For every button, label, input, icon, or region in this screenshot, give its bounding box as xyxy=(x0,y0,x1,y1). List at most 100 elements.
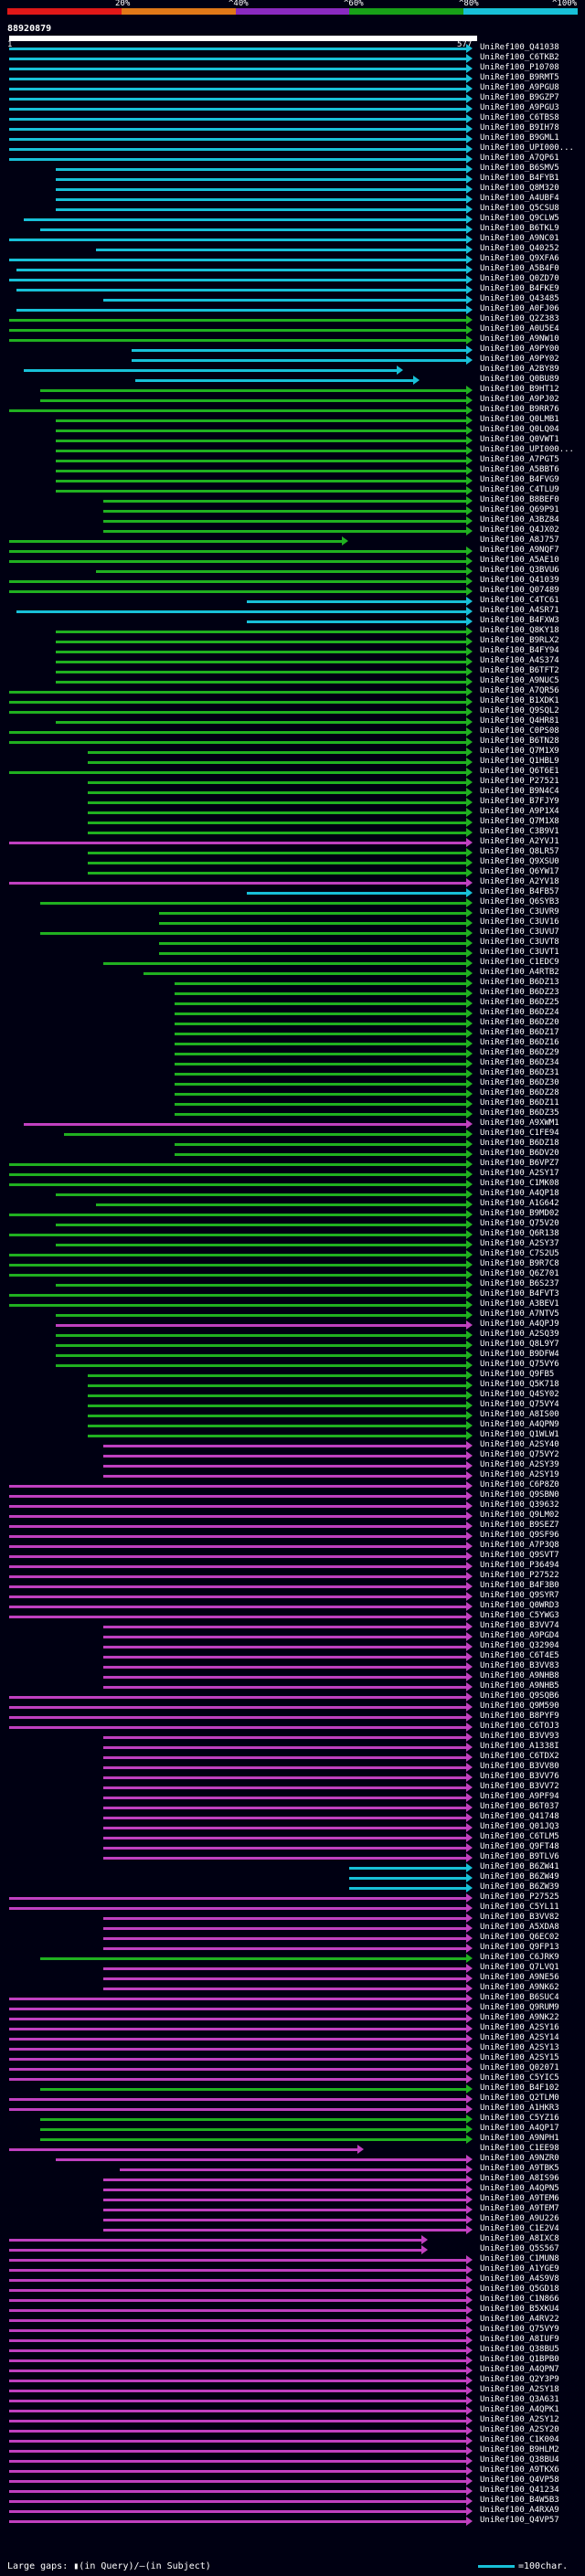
hit-label[interactable]: UniRef100_Q0ZD70 xyxy=(480,274,559,283)
hit-label[interactable]: UniRef100_Q2Z383 xyxy=(480,314,559,323)
hit-row[interactable]: UniRef100_Q9SF96 xyxy=(0,1531,585,1542)
hit-label[interactable]: UniRef100_Q41748 xyxy=(480,1812,559,1821)
hit-label[interactable]: UniRef100_P10708 xyxy=(480,63,559,72)
hit-row[interactable]: UniRef100_A1YGE9 xyxy=(0,2264,585,2275)
hit-label[interactable]: UniRef100_Q0VWT1 xyxy=(480,435,559,444)
hit-row[interactable]: UniRef100_A9NK22 xyxy=(0,2013,585,2024)
hit-row[interactable]: UniRef100_A7NTV5 xyxy=(0,1309,585,1320)
hit-row[interactable]: UniRef100_B4FYB1 xyxy=(0,174,585,185)
hit-row[interactable]: UniRef100_C4TLU9 xyxy=(0,485,585,496)
hit-row[interactable]: UniRef100_B6ZW39 xyxy=(0,1882,585,1893)
hit-row[interactable]: UniRef100_C3UVT8 xyxy=(0,938,585,949)
hit-label[interactable]: UniRef100_C3B9V1 xyxy=(480,827,559,836)
hit-row[interactable]: UniRef100_Q2Z383 xyxy=(0,314,585,325)
hit-row[interactable]: UniRef100_C1N866 xyxy=(0,2295,585,2306)
hit-label[interactable]: UniRef100_Q5CSU8 xyxy=(480,204,559,213)
hit-row[interactable]: UniRef100_A9NUC5 xyxy=(0,676,585,687)
hit-row[interactable]: UniRef100_A7P3Q8 xyxy=(0,1541,585,1552)
hit-row[interactable]: UniRef100_Q0ZD70 xyxy=(0,274,585,285)
hit-label[interactable]: UniRef100_Q2TLM0 xyxy=(480,2094,559,2103)
hit-label[interactable]: UniRef100_A9NC01 xyxy=(480,234,559,243)
hit-label[interactable]: UniRef100_Q40252 xyxy=(480,244,559,253)
hit-row[interactable]: UniRef100_B3VV72 xyxy=(0,1782,585,1793)
hit-label[interactable]: UniRef100_Q0LQ04 xyxy=(480,425,559,434)
hit-label[interactable]: UniRef100_A2SY20 xyxy=(480,2425,559,2434)
hit-row[interactable]: UniRef100_C3UVT1 xyxy=(0,948,585,959)
hit-row[interactable]: UniRef100_B6DV20 xyxy=(0,1149,585,1160)
hit-label[interactable]: UniRef100_B9DFW4 xyxy=(480,1350,559,1359)
hit-row[interactable]: UniRef100_B4FB57 xyxy=(0,887,585,898)
hit-label[interactable]: UniRef100_A9NUC5 xyxy=(480,676,559,685)
hit-label[interactable]: UniRef100_B6DZ30 xyxy=(480,1078,559,1087)
hit-label[interactable]: UniRef100_A2SY16 xyxy=(480,2023,559,2032)
hit-row[interactable]: UniRef100_B6SMV5 xyxy=(0,164,585,175)
hit-row[interactable]: UniRef100_A9PY00 xyxy=(0,345,585,355)
hit-label[interactable]: UniRef100_B4F3B0 xyxy=(480,1581,559,1590)
hit-label[interactable]: UniRef100_B8PYF9 xyxy=(480,1712,559,1721)
hit-row[interactable]: UniRef100_Q38BU4 xyxy=(0,2455,585,2466)
hit-row[interactable]: UniRef100_B6DZ16 xyxy=(0,1038,585,1049)
hit-row[interactable]: UniRef100_C1EE98 xyxy=(0,2144,585,2155)
hit-label[interactable]: UniRef100_Q0LMB1 xyxy=(480,415,559,424)
hit-row[interactable]: UniRef100_B4FXW3 xyxy=(0,616,585,627)
hit-row[interactable]: UniRef100_Q4HR81 xyxy=(0,716,585,727)
hit-row[interactable]: UniRef100_Q1WLW1 xyxy=(0,1430,585,1441)
hit-row[interactable]: UniRef100_Q9M590 xyxy=(0,1701,585,1712)
hit-label[interactable]: UniRef100_Q9M590 xyxy=(480,1701,559,1711)
hit-row[interactable]: UniRef100_Q4VP57 xyxy=(0,2516,585,2527)
hit-row[interactable]: UniRef100_C3UVU7 xyxy=(0,928,585,938)
hit-row[interactable]: UniRef100_B3VV93 xyxy=(0,1732,585,1743)
hit-row[interactable]: UniRef100_B9IH78 xyxy=(0,123,585,134)
hit-row[interactable]: UniRef100_B4FY94 xyxy=(0,646,585,657)
hit-row[interactable]: UniRef100_Q69P91 xyxy=(0,505,585,516)
hit-row[interactable]: UniRef100_A9NZR0 xyxy=(0,2154,585,2165)
hit-label[interactable]: UniRef100_A4RV22 xyxy=(480,2315,559,2324)
hit-label[interactable]: UniRef100_Q6EC02 xyxy=(480,1933,559,1942)
hit-row[interactable]: UniRef100_B9RLX2 xyxy=(0,636,585,647)
hit-row[interactable]: UniRef100_Q9FB5 xyxy=(0,1370,585,1381)
hit-label[interactable]: UniRef100_C5YWG3 xyxy=(480,1611,559,1620)
hit-row[interactable]: UniRef100_C1MUN8 xyxy=(0,2254,585,2265)
hit-label[interactable]: UniRef100_B4FXW3 xyxy=(480,616,559,625)
hit-label[interactable]: UniRef100_Q9SYR7 xyxy=(480,1591,559,1600)
hit-label[interactable]: UniRef100_C6TKB2 xyxy=(480,53,559,62)
hit-row[interactable]: UniRef100_A8IS96 xyxy=(0,2174,585,2185)
hit-label[interactable]: UniRef100_B6DZ23 xyxy=(480,988,559,997)
hit-label[interactable]: UniRef100_A5B4F0 xyxy=(480,264,559,273)
hit-label[interactable]: UniRef100_C0PS08 xyxy=(480,726,559,736)
hit-row[interactable]: UniRef100_Q9SQB6 xyxy=(0,1691,585,1702)
hit-row[interactable]: UniRef100_Q9SBN0 xyxy=(0,1490,585,1501)
hit-row[interactable]: UniRef100_B6DZ30 xyxy=(0,1078,585,1089)
hit-label[interactable]: UniRef100_B4F102 xyxy=(480,2083,559,2093)
hit-row[interactable]: UniRef100_C3UV16 xyxy=(0,917,585,928)
hit-row[interactable]: UniRef100_B6VPZ7 xyxy=(0,1159,585,1170)
hit-row[interactable]: UniRef100_C6TLM5 xyxy=(0,1832,585,1843)
hit-row[interactable]: UniRef100_Q7M1X8 xyxy=(0,817,585,828)
hit-label[interactable]: UniRef100_Q9SQB6 xyxy=(480,1691,559,1701)
hit-row[interactable]: UniRef100_A4QPJ9 xyxy=(0,1320,585,1330)
hit-row[interactable]: UniRef100_B6SUC4 xyxy=(0,1993,585,2004)
hit-label[interactable]: UniRef100_Q01JQ3 xyxy=(480,1822,559,1831)
hit-row[interactable]: UniRef100_Q0VWT1 xyxy=(0,435,585,446)
hit-row[interactable]: UniRef100_Q5S567 xyxy=(0,2244,585,2255)
hit-label[interactable]: UniRef100_Q07489 xyxy=(480,586,559,595)
hit-label[interactable]: UniRef100_B3VV76 xyxy=(480,1772,559,1781)
hit-label[interactable]: UniRef100_C5YIC5 xyxy=(480,2073,559,2083)
hit-label[interactable]: UniRef100_C3UVT8 xyxy=(480,938,559,947)
hit-label[interactable]: UniRef100_C1E2V4 xyxy=(480,2224,559,2233)
hit-row[interactable]: UniRef100_Q8KY18 xyxy=(0,626,585,637)
hit-label[interactable]: UniRef100_Q4HR81 xyxy=(480,716,559,726)
hit-label[interactable]: UniRef100_Q9RUM9 xyxy=(480,2003,559,2012)
hit-label[interactable]: UniRef100_B9TLV6 xyxy=(480,1852,559,1861)
hit-label[interactable]: UniRef100_B4FYB1 xyxy=(480,174,559,183)
hit-label[interactable]: UniRef100_C6TOJ3 xyxy=(480,1722,559,1731)
hit-row[interactable]: UniRef100_A2SY12 xyxy=(0,2415,585,2426)
hit-row[interactable]: UniRef100_C0PS08 xyxy=(0,726,585,737)
hit-row[interactable]: UniRef100_A4S374 xyxy=(0,656,585,667)
hit-label[interactable]: UniRef100_A9NQF7 xyxy=(480,546,559,555)
hit-label[interactable]: UniRef100_B6DZ16 xyxy=(480,1038,559,1047)
hit-row[interactable]: UniRef100_C3B9V1 xyxy=(0,827,585,838)
hit-row[interactable]: UniRef100_B4W5B3 xyxy=(0,2496,585,2507)
hit-row[interactable]: UniRef100_P27522 xyxy=(0,1571,585,1582)
hit-label[interactable]: UniRef100_C6T4E5 xyxy=(480,1651,559,1660)
